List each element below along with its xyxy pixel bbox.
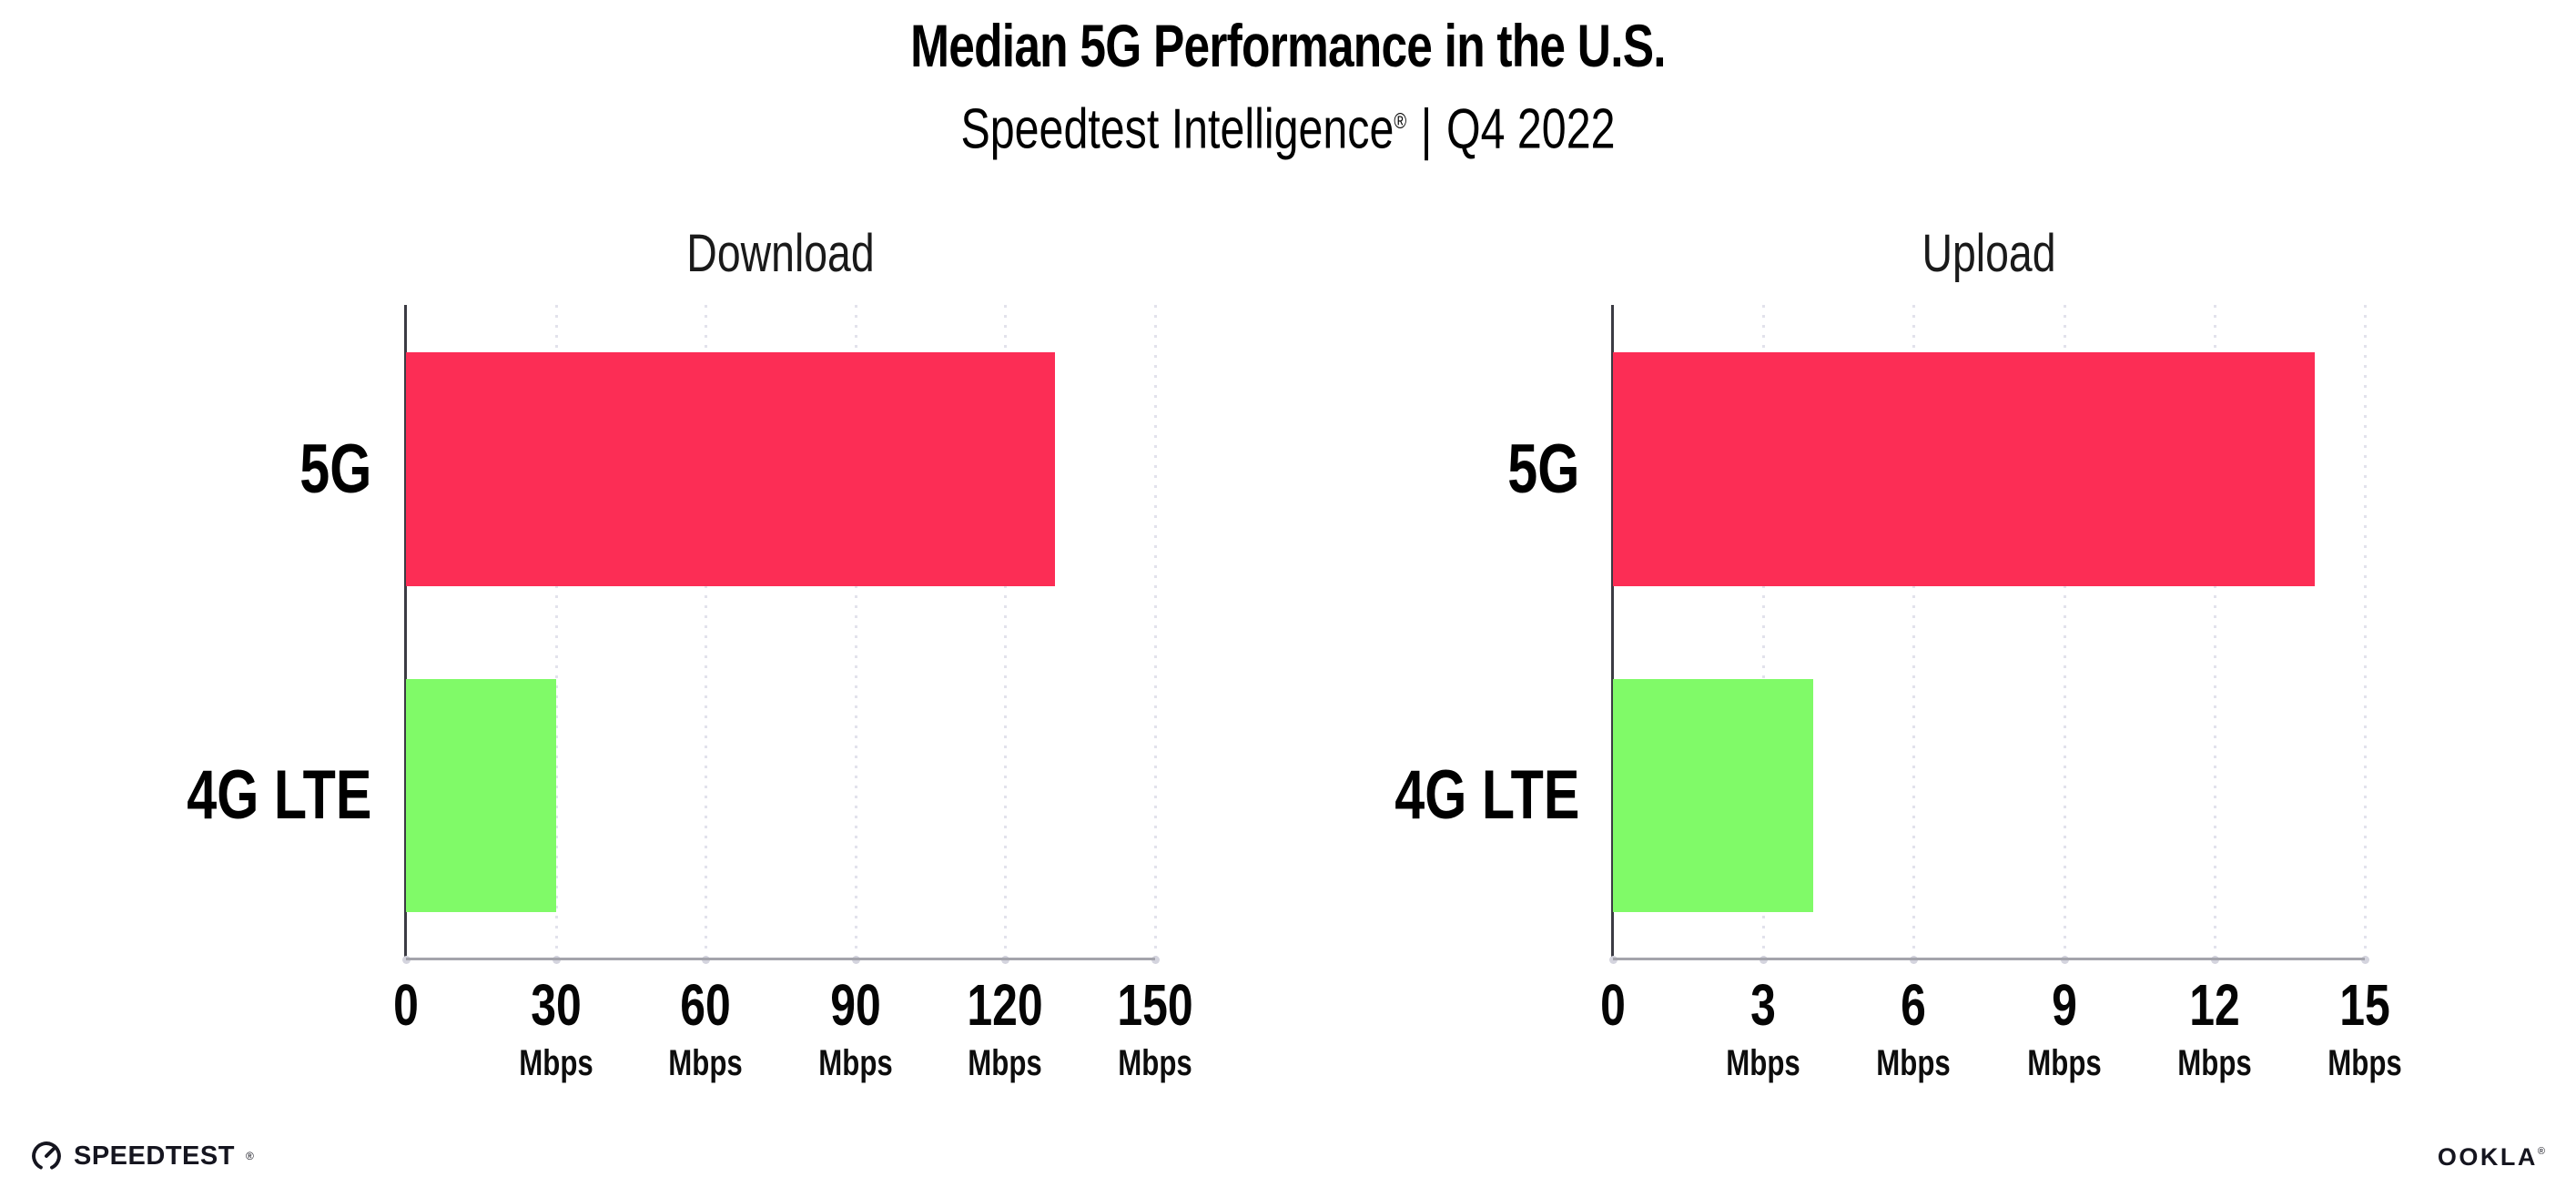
x-tick-unit-label: Mbps: [668, 1043, 743, 1083]
x-tick-30-download: 30 Mbps: [474, 976, 638, 1083]
upload-chart-title: Upload: [1922, 224, 2056, 283]
axis-tick-dot-6-upload: [1910, 956, 1919, 964]
gridline-90-download: [854, 305, 857, 959]
x-tick-value: 12: [2189, 972, 2240, 1038]
x-tick-unit-label: Mbps: [968, 1043, 1043, 1083]
speedtest-registered-icon: ®: [245, 1150, 254, 1162]
bar-4g-lte-download: [406, 679, 556, 912]
x-tick-value: 0: [393, 972, 419, 1038]
speedometer-gauge-icon: [32, 1141, 61, 1171]
x-tick-unit-label: Mbps: [2026, 1043, 2102, 1083]
axis-tick-dot-90-download: [851, 956, 860, 964]
bar-5g-upload: [1613, 352, 2315, 586]
x-tick-value: 15: [2339, 972, 2390, 1038]
ookla-registered-icon: ®: [2537, 1146, 2545, 1157]
x-tick-value: 3: [1750, 972, 1777, 1038]
category-label-4g-lte-download: 4G LTE: [186, 756, 371, 834]
x-tick-unit-label: Mbps: [518, 1043, 593, 1083]
page-title: Median 5G Performance in the U.S.: [910, 12, 1666, 79]
upload-plot-area: [1609, 305, 2369, 964]
axis-tick-dot-15-upload: [2361, 956, 2369, 964]
x-tick-150-download: 150 Mbps: [1073, 976, 1237, 1083]
download-plot-area: [402, 305, 1160, 964]
x-tick-0-upload: 0: [1531, 976, 1695, 1034]
x-tick-unit-label: Mbps: [818, 1043, 893, 1083]
gridline-9-upload: [2063, 305, 2066, 959]
gridline-120-download: [1004, 305, 1008, 959]
axis-tick-dot-150-download: [1151, 956, 1160, 964]
axis-tick-dot-30-download: [552, 956, 561, 964]
gridline-6-upload: [1912, 305, 1916, 959]
axis-tick-dot-0-download: [402, 956, 411, 964]
category-label-5g-download: 5G: [299, 430, 371, 508]
axis-tick-dot-12-upload: [2210, 956, 2219, 964]
x-tick-value: 30: [530, 972, 582, 1038]
x-tick-value: 6: [1901, 972, 1927, 1038]
subtitle-brand: Speedtest Intelligence: [960, 97, 1394, 161]
axis-tick-dot-9-upload: [2060, 956, 2069, 964]
gridline-30-download: [554, 305, 558, 959]
axis-tick-dot-3-upload: [1760, 956, 1769, 964]
subtitle-separator: |: [1420, 97, 1433, 161]
x-tick-value: 120: [967, 972, 1044, 1038]
x-tick-unit-label: Mbps: [1726, 1043, 1800, 1083]
category-label-5g-upload: 5G: [1506, 430, 1579, 508]
category-label-4g-lte-upload: 4G LTE: [1394, 756, 1579, 834]
x-tick-0-download: 0: [324, 976, 488, 1034]
gridline-150-download: [1154, 305, 1157, 959]
gridline-60-download: [705, 305, 708, 959]
subtitle-period: Q4 2022: [1445, 97, 1616, 161]
ookla-logo: OOKLA®: [2438, 1143, 2545, 1172]
page-subtitle: Speedtest Intelligence® | Q4 2022: [283, 84, 2292, 168]
x-tick-3-upload: 3 Mbps: [1681, 976, 1845, 1083]
gridline-15-upload: [2364, 305, 2367, 959]
axis-tick-dot-60-download: [702, 956, 711, 964]
gridline-12-upload: [2213, 305, 2216, 959]
x-tick-6-upload: 6 Mbps: [1831, 976, 1995, 1083]
axis-tick-dot-0-upload: [1609, 956, 1618, 964]
bar-5g-download: [406, 352, 1056, 586]
x-tick-90-download: 90 Mbps: [774, 976, 938, 1083]
registered-trademark-icon: ®: [1394, 109, 1407, 134]
x-tick-15-upload: 15 Mbps: [2283, 976, 2447, 1083]
x-tick-unit-label: Mbps: [1876, 1043, 1952, 1083]
gridline-3-upload: [1762, 305, 1766, 959]
x-tick-12-upload: 12 Mbps: [2133, 976, 2297, 1083]
x-tick-unit-label: Mbps: [2328, 1043, 2402, 1083]
bar-4g-lte-upload: [1613, 679, 1814, 912]
x-tick-value: 150: [1117, 972, 1193, 1038]
speedtest-wordmark: SPEEDTEST: [74, 1141, 235, 1171]
x-tick-value: 60: [680, 972, 731, 1038]
x-tick-unit-label: Mbps: [1118, 1043, 1192, 1083]
speedtest-logo: SPEEDTEST ®: [30, 1140, 254, 1172]
x-tick-9-upload: 9 Mbps: [1983, 976, 2146, 1083]
ookla-wordmark: OOKLA: [2437, 1143, 2538, 1171]
x-tick-unit-label: Mbps: [2177, 1043, 2252, 1083]
download-chart-title: Download: [686, 224, 875, 283]
x-tick-60-download: 60 Mbps: [624, 976, 787, 1083]
x-tick-value: 90: [830, 972, 881, 1038]
axis-tick-dot-120-download: [1001, 956, 1010, 964]
x-tick-value: 0: [1600, 972, 1626, 1038]
x-tick-120-download: 120 Mbps: [923, 976, 1087, 1083]
x-tick-value: 9: [2051, 972, 2077, 1038]
